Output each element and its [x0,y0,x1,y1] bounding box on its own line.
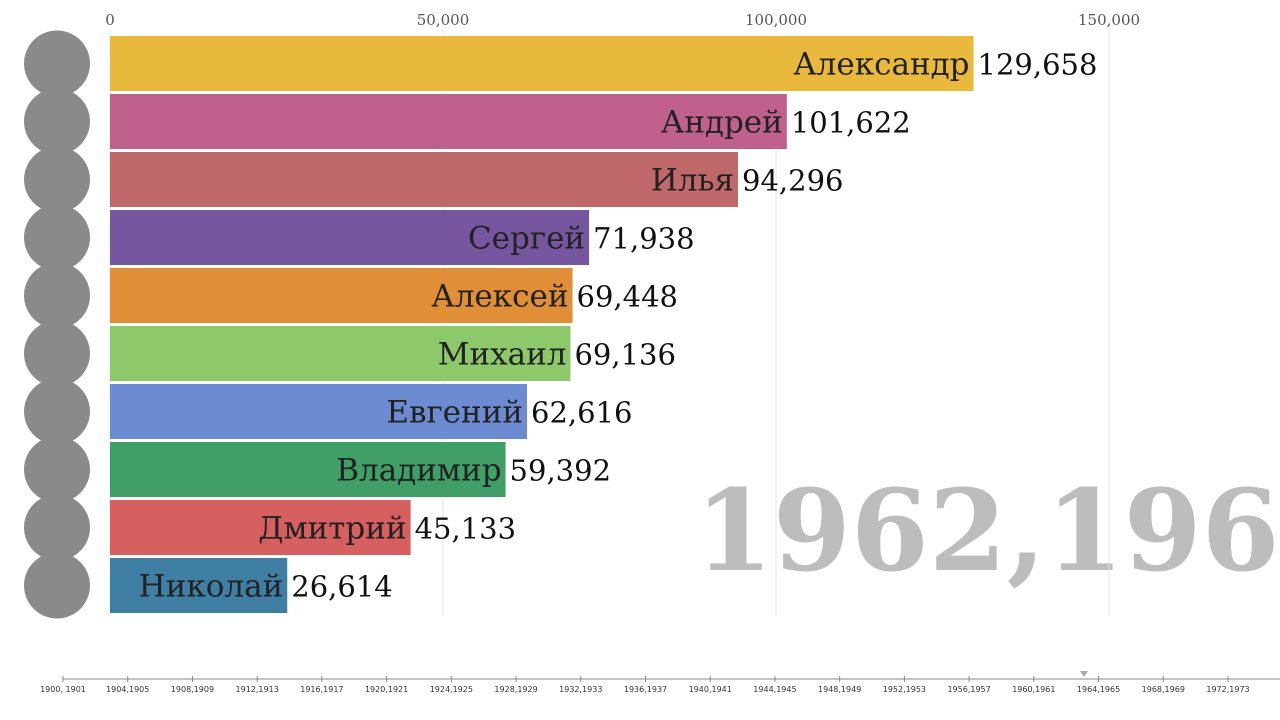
value-label: 69,448 [577,280,678,314]
bar-category-label: Алексей [431,279,568,315]
bar-category-label: Владимир [336,453,501,489]
value-label: 94,296 [742,164,843,198]
bar-category-label: Евгений [386,395,523,431]
timeline-marker [1080,671,1088,677]
bar [110,500,411,555]
period-label: 1962,1963 [695,466,1280,597]
timeline-label: 1972,1973 [1206,685,1249,694]
value-label: 26,614 [291,570,392,604]
avatar [24,494,90,561]
timeline-label: 1920,1921 [365,685,408,694]
bar [110,384,528,439]
value-label: 62,616 [531,396,632,430]
timeline-label: 1900, 1901 [40,685,86,694]
timeline-label: 1944,1945 [753,685,796,694]
timeline-label: 1904,1905 [106,685,149,694]
bar [110,94,787,149]
timeline-label: 1928,1929 [494,685,537,694]
x-tick-label: 50,000 [417,11,470,29]
bar [110,326,571,381]
timeline-label: 1956,1957 [947,685,990,694]
bar [110,442,506,497]
avatar [24,88,90,155]
bar-category-label: Андрей [661,105,783,141]
timeline-label: 1912,1913 [236,685,279,694]
x-tick-label: 150,000 [1078,11,1140,29]
x-tick-label: 0 [105,11,115,29]
bar-category-label: Дмитрий [258,511,406,547]
x-tick-label: 100,000 [745,11,807,29]
avatar [24,378,90,445]
timeline-label: 1936,1937 [624,685,667,694]
avatar [24,320,90,387]
value-label: 69,136 [574,338,675,372]
bar [110,210,590,265]
timeline-label: 1960,1961 [1012,685,1055,694]
bar [110,558,288,613]
timeline-label: 1952,1953 [883,685,926,694]
avatar [24,30,90,97]
bar-category-label: Михаил [438,337,567,373]
avatar [24,204,90,271]
timeline-label: 1948,1949 [818,685,861,694]
avatar [24,436,90,503]
timeline-label: 1940,1941 [689,685,732,694]
bar-category-label: Илья [651,163,734,199]
timeline-label: 1964,1965 [1077,685,1120,694]
value-label: 129,658 [978,48,1098,82]
value-label: 71,938 [593,222,694,256]
timeline-label: 1932,1933 [559,685,602,694]
value-label: 101,622 [791,106,911,140]
avatar [24,146,90,213]
bar-category-label: Николай [139,569,284,605]
bar [110,152,739,207]
value-label: 45,133 [415,512,516,546]
timeline-label: 1916,1917 [300,685,343,694]
avatar [24,552,90,619]
timeline-label: 1968,1969 [1142,685,1185,694]
timeline-label: 1924,1925 [430,685,473,694]
value-label: 59,392 [510,454,611,488]
bar-category-label: Сергей [468,221,585,257]
bar [110,268,573,323]
bar-category-label: Александр [793,47,969,83]
timeline-label: 1908,1909 [171,685,214,694]
avatar [24,262,90,329]
bar [110,36,974,91]
